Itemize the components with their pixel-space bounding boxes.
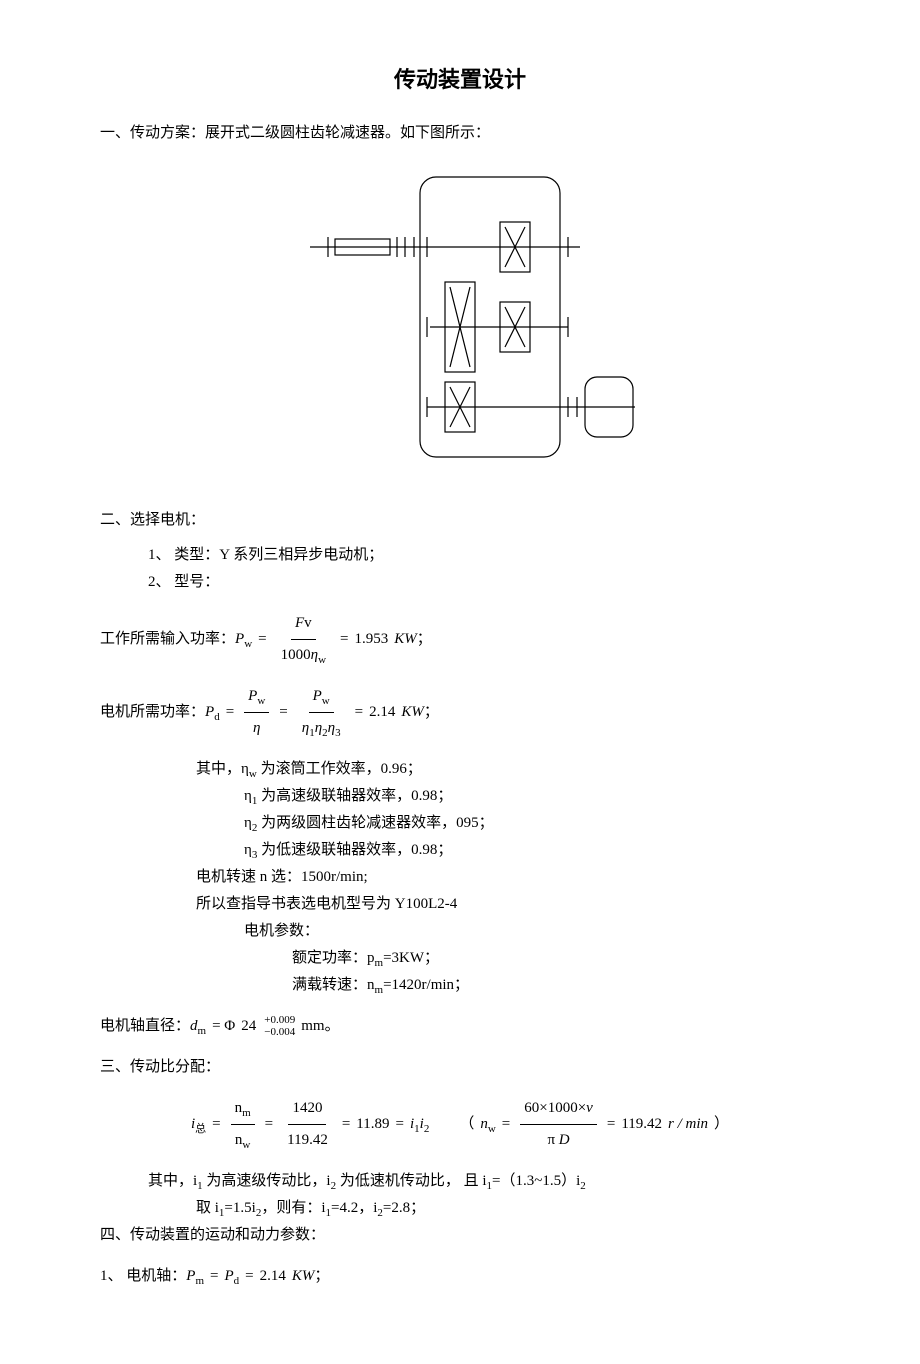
motor-params-label: 电机参数： [244,918,820,945]
pw-formula-line: 工作所需输入功率： Pw = Fv 1000ηw = 1.953 KW ； [100,610,820,669]
where-line-3: η3 为低速级联轴器效率，0.98； [244,837,820,864]
ratio-formula-line: i总 = nm nw = 1420 119.42 = 11.89 = i1i2 … [100,1095,820,1154]
where-line-w: 其中，ηw 为滚筒工作效率，0.96； [196,756,820,783]
full-speed: 满载转速：nm=1420r/min； [292,972,820,999]
section-4-heading: 四、传动装置的运动和动力参数： [100,1222,820,1249]
semicolon: ； [424,699,439,726]
where-line-1: η1 为高速级联轴器效率，0.98； [244,783,820,810]
pd-formula-line: 电机所需功率： Pd = Pw η = Pw η1η2η3 = 2.14 KW … [100,683,820,742]
rated-power: 额定功率：pm=3KW； [292,945,820,972]
page-title: 传动装置设计 [100,60,820,100]
motor-lookup-line: 所以查指导书表选电机型号为 Y100L2-4 [196,891,820,918]
motor-type: 1、 类型：Y 系列三相异步电动机； [148,542,820,569]
pd-formula: Pd = Pw η = Pw η1η2η3 = 2.14 KW [205,683,424,742]
pd-label: 电机所需功率： [100,699,205,726]
semicolon: ； [417,626,432,653]
itotal-formula: i总 = nm nw = 1420 119.42 = 11.89 = i1i2 [191,1095,429,1154]
motor-shaft-line: 1、 电机轴： Pm = Pd = 2.14 KW ； [100,1263,820,1290]
section-1-heading: 一、传动方案：展开式二级圆柱齿轮减速器。如下图所示： [100,120,820,147]
motor-model-label: 2、 型号： [148,569,820,596]
section-2-heading: 二、选择电机： [100,507,820,534]
ratio-explain-2: 取 i1=1.5i2，则有：i1=4.2，i2=2.8； [196,1195,820,1222]
gearbox-diagram [100,167,820,477]
nw-formula: （ nw = 60×1000×v π D = 119.42 r / min ） [459,1095,729,1154]
motor-speed-line: 电机转速 n 选：1500r/min; [196,864,820,891]
ratio-explain-1: 其中，i1 为高速级传动比，i2 为低速机传动比， 且 i1=（1.3~1.5）… [148,1168,820,1195]
pw-label: 工作所需输入功率： [100,626,235,653]
section-3-heading: 三、传动比分配： [100,1054,820,1081]
pw-formula: Pw = Fv 1000ηw = 1.953 KW [235,610,417,669]
shaft-diameter: 电机轴直径： dm = Φ24 +0.009 −0.004 mm。 [100,1013,820,1040]
where-line-2: η2 为两级圆柱齿轮减速器效率，095； [244,810,820,837]
